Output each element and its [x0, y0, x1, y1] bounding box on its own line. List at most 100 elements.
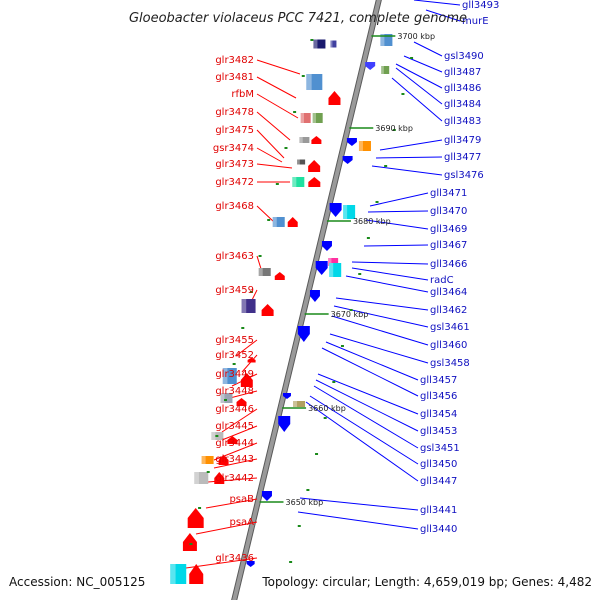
leader-line-left — [229, 390, 258, 399]
gene-label-right: gll3484 — [444, 99, 481, 110]
genome-summary-text: Topology: circular; Length: 4,659,019 bp… — [261, 575, 592, 589]
gene-label-right: gll3479 — [444, 135, 481, 146]
gene-arrow-reverse — [246, 561, 255, 567]
gene-arrow-reverse — [321, 241, 332, 251]
gene-box — [201, 456, 214, 464]
gene-arrow-forward — [261, 304, 274, 316]
gene-label-left: psaB — [229, 494, 254, 505]
gene-highlight — [299, 137, 303, 143]
leader-line-right — [391, 77, 443, 122]
gene-label-right: gll3453 — [420, 426, 457, 437]
gene-body — [313, 39, 326, 49]
gene-label-right: gsl3476 — [444, 170, 484, 181]
leader-line-left — [256, 147, 283, 163]
gene-box — [300, 113, 311, 123]
gene-label-left: glr3436 — [215, 553, 254, 564]
leader-line-left — [256, 76, 297, 99]
gene-box — [313, 39, 326, 49]
gene-highlight — [170, 564, 176, 584]
gene-box — [381, 66, 390, 74]
leader-line-left — [256, 59, 301, 75]
gene-body — [272, 217, 285, 227]
gene-arrow-reverse — [282, 393, 291, 399]
gene-label-right: murE — [462, 16, 489, 27]
leader-line-right — [363, 244, 429, 247]
gene-body — [380, 34, 393, 46]
gene-box — [292, 177, 305, 187]
leader-line-right — [329, 333, 429, 364]
map-title: Gloeobacter violaceus PCC 7421, complete… — [129, 11, 467, 26]
gene-label-right: gsl3451 — [420, 443, 460, 454]
gene-arrow-reverse — [261, 491, 272, 501]
gene-body — [312, 113, 323, 123]
gene-body — [292, 177, 305, 187]
leader-line-right — [413, 0, 461, 6]
gene-highlight — [211, 432, 216, 440]
leader-line-right — [395, 63, 443, 89]
gene-body — [194, 472, 209, 484]
gene-arrow-forward — [311, 136, 322, 144]
leader-line-left — [256, 93, 299, 119]
gene-label-right: gsl3458 — [430, 358, 470, 369]
kbp-marker: 3680 kbp — [353, 217, 391, 226]
gene-highlight — [313, 39, 318, 49]
leader-line-right — [375, 156, 443, 159]
leader-line-left — [195, 521, 258, 535]
gene-highlight — [258, 268, 263, 276]
leader-line-right — [365, 219, 429, 230]
gene-box — [329, 263, 342, 277]
leader-line-right — [367, 210, 429, 213]
leader-line-right — [305, 401, 419, 482]
gene-label-left: glr3473 — [215, 159, 254, 170]
leader-line-right — [403, 55, 443, 73]
gene-highlight — [241, 299, 247, 313]
gene-body — [329, 263, 342, 277]
gene-body — [258, 268, 271, 276]
gene-body — [299, 137, 310, 143]
leader-line-left — [235, 339, 258, 357]
gene-highlight — [306, 74, 312, 90]
gene-box — [306, 74, 323, 90]
gene-box — [297, 159, 306, 165]
gene-highlight — [330, 40, 333, 48]
gene-arrow-reverse — [346, 138, 357, 146]
gene-box — [241, 299, 256, 313]
gene-body — [358, 141, 371, 151]
leader-line-left — [256, 163, 293, 169]
gene-label-left: gsr3474 — [213, 143, 254, 154]
gene-arrow-forward — [187, 508, 204, 528]
gene-label-left: glr3448 — [215, 386, 254, 397]
gene-box — [312, 113, 323, 123]
gene-body — [293, 401, 306, 407]
gene-body — [381, 66, 390, 74]
gene-arrow-forward — [274, 272, 285, 280]
gene-label-left: glr3446 — [215, 404, 254, 415]
gene-body — [300, 113, 311, 123]
leader-line-right — [345, 275, 429, 293]
gene-label-right: gll3477 — [444, 152, 481, 163]
backbone-line — [232, 0, 381, 600]
gene-arrow-reverse — [365, 62, 376, 70]
gene-box — [328, 258, 339, 266]
leader-line-right — [299, 497, 419, 511]
gene-highlight — [201, 456, 206, 464]
gene-label-left: glr3442 — [215, 473, 254, 484]
leader-line-right — [371, 165, 443, 176]
gene-arrow-forward — [308, 177, 321, 187]
leader-line-left — [256, 129, 285, 159]
gene-label-left: glr3468 — [215, 201, 254, 212]
gene-highlight — [292, 177, 297, 187]
gene-highlight — [380, 34, 385, 46]
leader-line-right — [297, 511, 419, 530]
gene-label-right: gsl3490 — [444, 51, 484, 62]
leader-line-left — [213, 442, 258, 461]
leader-line-right — [425, 9, 461, 22]
leader-line-left — [256, 205, 275, 223]
gene-label-right: gll3467 — [430, 240, 467, 251]
gene-label-right: gll3457 — [420, 375, 457, 386]
gene-label-left: glr3452 — [215, 350, 254, 361]
leader-line-right — [321, 347, 419, 397]
gene-box — [272, 217, 285, 227]
